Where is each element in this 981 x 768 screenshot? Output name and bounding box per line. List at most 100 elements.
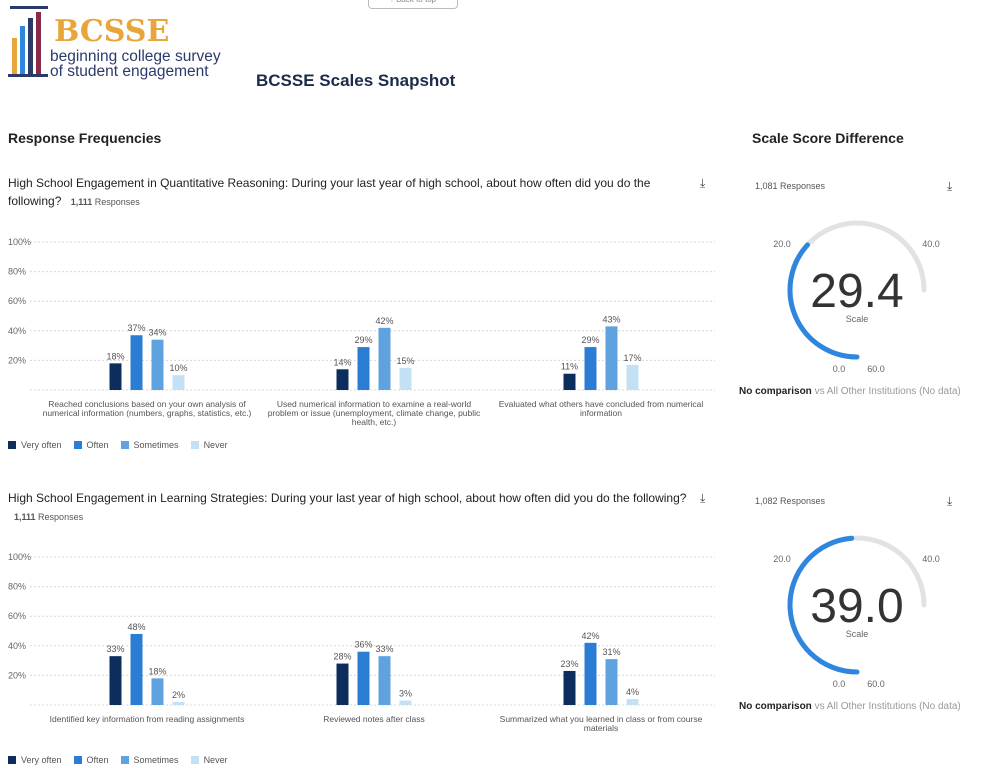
bar-value-label: 34%	[148, 328, 166, 338]
comparison-text: No comparison vs All Other Institutions …	[739, 386, 961, 397]
gauge-value-arc	[787, 242, 860, 360]
bar-value-label: 33%	[375, 644, 393, 654]
legend-never[interactable]: Never	[190, 755, 228, 765]
gauge-value-arc	[787, 535, 860, 675]
bar-often[interactable]	[130, 633, 143, 705]
bar-value-label: 29%	[581, 335, 599, 345]
category-label: information	[580, 408, 622, 418]
bar-never[interactable]	[626, 699, 639, 705]
bar-never[interactable]	[626, 364, 639, 390]
y-tick-label: 80%	[8, 267, 26, 277]
bar-sometimes[interactable]	[378, 327, 391, 390]
bar-sometimes[interactable]	[151, 678, 164, 705]
bar-often[interactable]	[130, 335, 143, 390]
bar-often[interactable]	[357, 347, 370, 390]
bar-value-label: 23%	[560, 659, 578, 669]
bar-often[interactable]	[584, 642, 597, 705]
bar-value-label: 37%	[127, 323, 145, 333]
bar-sometimes[interactable]	[605, 326, 618, 390]
bar-value-label: 2%	[172, 690, 185, 700]
category-label: Identified key information from reading …	[50, 714, 245, 724]
legend-never[interactable]: Never	[190, 440, 228, 450]
gauge-max-label: 60.0	[867, 364, 885, 374]
legend-very-often[interactable]: Very often	[8, 755, 62, 765]
legend-often[interactable]: Often	[73, 755, 109, 765]
download-icon[interactable]: ⤓	[700, 176, 706, 190]
logo-tagline-2: of student engagement	[50, 63, 209, 80]
gauge-tick-20: 20.0	[773, 554, 791, 564]
gauge-responses: 1,082 Responses	[755, 496, 826, 506]
logo-name: BCSSE	[54, 14, 170, 49]
bar-often[interactable]	[357, 651, 370, 705]
download-icon[interactable]: ⤓	[947, 179, 953, 193]
bar-never[interactable]	[172, 375, 185, 390]
bar-value-label: 28%	[333, 652, 351, 662]
scale-gauge-quantitative-reasoning: 1,081 Responses ⤓ 29.4 Scale 20.0 40.0 0.0 60…	[735, 179, 981, 421]
bar-value-label: 33%	[106, 644, 124, 654]
bar-value-label: 29%	[354, 335, 372, 345]
y-tick-label: 60%	[8, 296, 26, 306]
bar-value-label: 36%	[354, 640, 372, 650]
category-label: health, etc.)	[352, 417, 397, 427]
bar-value-label: 11%	[561, 362, 578, 372]
chart-title: High School Engagement in Quantitative R…	[8, 174, 688, 211]
bar-sometimes[interactable]	[378, 656, 391, 705]
y-tick-label: 20%	[8, 355, 26, 365]
bar-very-often[interactable]	[109, 656, 122, 705]
bar-chart: 100% 80% 60% 40% 20% 18% 37% 34% 10% Reached conc…	[8, 237, 715, 427]
bar-sometimes[interactable]	[151, 339, 164, 390]
scale-score-difference-heading: Scale Score Difference	[752, 130, 904, 146]
bar-value-label: 14%	[333, 357, 351, 367]
comparison-text: No comparison vs All Other Institutions …	[739, 701, 961, 712]
chart-title: High School Engagement in Learning Strat…	[8, 489, 688, 526]
chart-legend: Very often Often Sometimes Never	[8, 755, 228, 765]
bar-never[interactable]	[172, 702, 185, 705]
y-tick-label: 100%	[8, 552, 31, 562]
bar-never[interactable]	[399, 700, 412, 705]
legend-sometimes[interactable]: Sometimes	[120, 440, 179, 450]
legend-often[interactable]: Often	[73, 440, 109, 450]
download-icon[interactable]: ⤓	[700, 491, 706, 505]
bar-often[interactable]	[584, 347, 597, 390]
bar-very-often[interactable]	[336, 663, 349, 705]
scale-gauge-learning-strategies: 1,082 Responses ⤓ 39.0 Scale 20.0 40.0 0.0 60…	[735, 494, 981, 736]
category-label: numerical information (numbers, graphs, …	[43, 408, 252, 418]
chart-question: High School Engagement in Quantitative R…	[8, 176, 651, 208]
bar-value-label: 10%	[169, 363, 187, 373]
legend-very-often[interactable]: Very often	[8, 440, 62, 450]
page-title: BCSSE Scales Snapshot	[256, 71, 456, 90]
bar-value-label: 17%	[623, 353, 641, 363]
bar-very-often[interactable]	[109, 363, 122, 390]
download-icon[interactable]: ⤓	[947, 494, 953, 508]
bar-very-often[interactable]	[336, 369, 349, 390]
bar-value-label: 3%	[399, 689, 412, 699]
y-tick-label: 60%	[8, 611, 26, 621]
legend-sometimes[interactable]: Sometimes	[120, 755, 179, 765]
gauge-tick-20: 20.0	[773, 239, 791, 249]
y-tick-label: 40%	[8, 326, 26, 336]
bar-value-label: 31%	[602, 647, 620, 657]
bar-value-label: 18%	[148, 666, 166, 676]
bar-value-label: 18%	[106, 351, 124, 361]
category-label: Used numerical information to examine a …	[277, 399, 471, 409]
gauge-scale-label: Scale	[846, 314, 869, 324]
bar-very-often[interactable]	[563, 373, 576, 390]
back-to-top-button[interactable]: ↑ Back to top	[368, 0, 458, 9]
gauge-min-label: 0.0	[833, 679, 846, 689]
y-tick-label: 80%	[8, 582, 26, 592]
bar-sometimes[interactable]	[605, 659, 618, 705]
category-label: problem or issue (unemployment, climate …	[268, 408, 481, 418]
category-label: materials	[584, 723, 618, 733]
bar-never[interactable]	[399, 367, 412, 390]
gauge-value: 29.4	[810, 265, 903, 318]
bar-value-label: 43%	[602, 314, 620, 324]
gauge-tick-40: 40.0	[922, 554, 940, 564]
gauge-value: 39.0	[810, 580, 903, 633]
bar-value-label: 42%	[375, 316, 393, 326]
bar-very-often[interactable]	[563, 670, 576, 705]
bcsse-logo: BCSSE beginning college survey of studen…	[6, 4, 221, 80]
logo-bars-icon	[8, 6, 48, 77]
bar-value-label: 42%	[581, 631, 599, 641]
category-label: Summarized what you learned in class or …	[500, 714, 703, 724]
